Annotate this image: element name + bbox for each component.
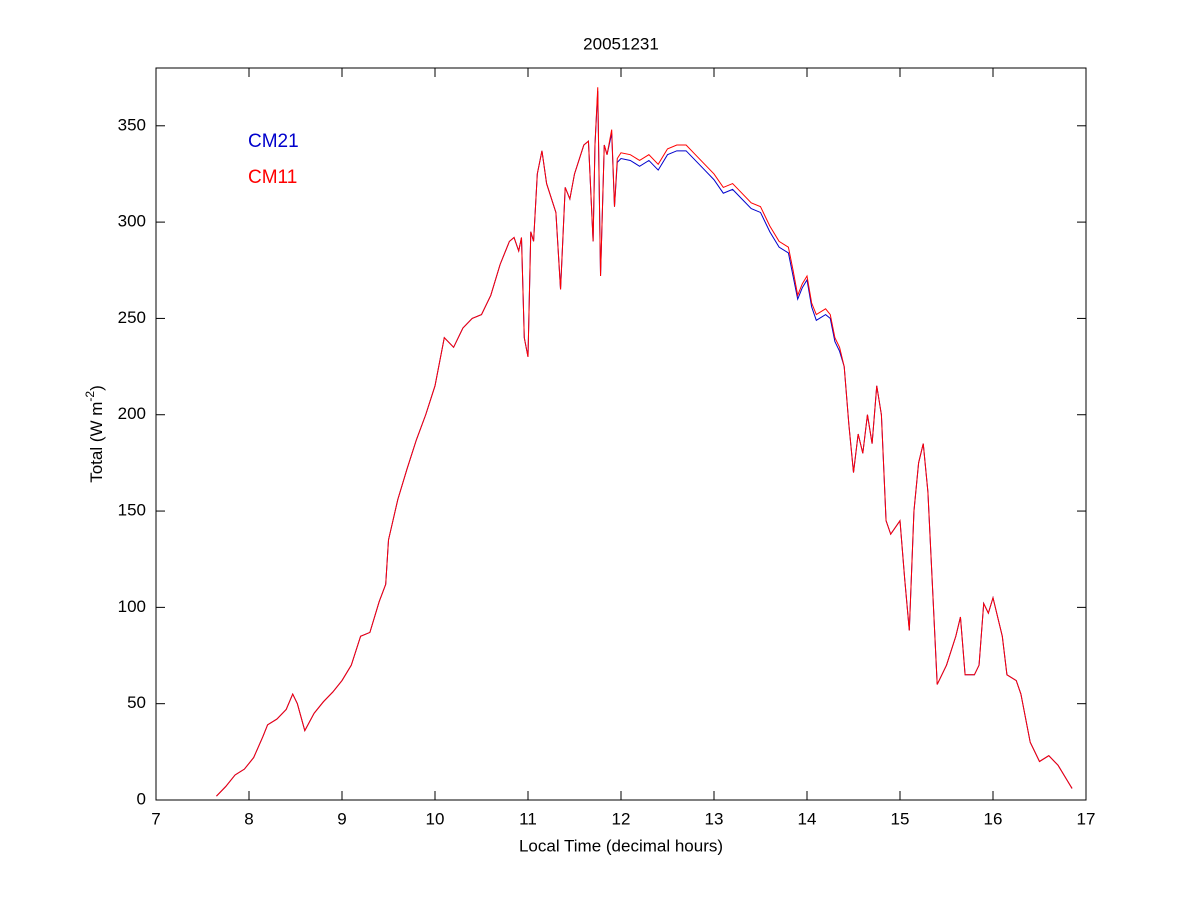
plot-box: [155, 67, 1087, 801]
y-label-suffix: ): [87, 385, 106, 391]
legend-entry: CM11: [248, 167, 297, 188]
x-tick-label: 14: [798, 809, 817, 828]
x-tick-label: 10: [426, 809, 445, 828]
x-tick-label: 9: [337, 809, 346, 828]
y-tick-label: 100: [118, 597, 146, 616]
legend-entry: CM21: [248, 131, 299, 152]
chart-title: 20051231: [583, 34, 659, 53]
y-label-text: Total (W m: [87, 402, 106, 483]
y-label-sup: -2: [83, 391, 97, 402]
x-tick-label: 15: [891, 809, 910, 828]
x-tick-label: 17: [1077, 809, 1096, 828]
x-tick-label: 7: [151, 809, 160, 828]
series-line: [216, 87, 1073, 797]
y-tick-label: 250: [118, 308, 146, 327]
y-axis-label: Total (W m-2): [83, 385, 106, 483]
x-tick-label: 12: [612, 809, 631, 828]
x-tick-label: 16: [984, 809, 1003, 828]
x-tick-label: 8: [244, 809, 253, 828]
x-axis-label: Local Time (decimal hours): [519, 836, 723, 855]
x-tick-label: 11: [519, 809, 537, 828]
y-tick-label: 0: [137, 789, 146, 808]
y-tick-label: 350: [118, 115, 146, 134]
x-tick-label: 13: [705, 809, 724, 828]
y-tick-label: 300: [118, 212, 146, 231]
y-tick-label: 150: [118, 501, 146, 520]
y-tick-label: 200: [118, 404, 146, 423]
y-tick-label: 50: [127, 693, 146, 712]
